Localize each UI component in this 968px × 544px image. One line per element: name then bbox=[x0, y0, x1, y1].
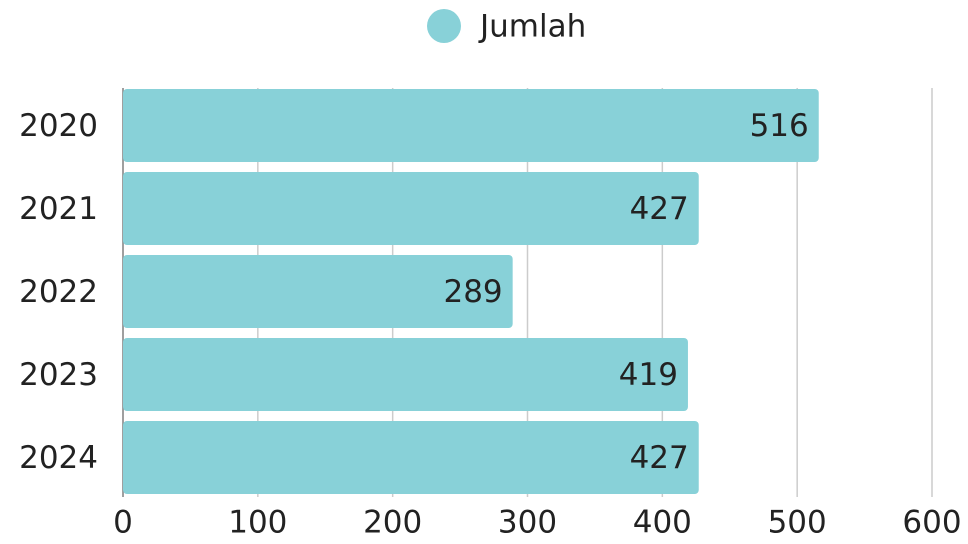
x-tick-label: 600 bbox=[902, 505, 961, 541]
bar bbox=[123, 88, 819, 163]
y-tick-label: 2020 bbox=[19, 108, 98, 144]
data-label: 427 bbox=[630, 440, 689, 476]
x-tick-label: 200 bbox=[363, 505, 422, 541]
data-label: 419 bbox=[619, 357, 678, 393]
x-tick-label: 400 bbox=[633, 505, 692, 541]
y-tick-label: 2023 bbox=[19, 357, 98, 393]
data-label: 427 bbox=[630, 191, 689, 227]
bar bbox=[123, 254, 513, 329]
bar bbox=[123, 420, 699, 495]
legend-marker bbox=[427, 9, 461, 43]
y-tick-label: 2024 bbox=[19, 440, 98, 476]
y-tick-label: 2021 bbox=[19, 191, 98, 227]
data-label: 516 bbox=[750, 108, 809, 144]
x-tick-label: 300 bbox=[498, 505, 557, 541]
data-label: 289 bbox=[443, 274, 502, 310]
x-tick-label: 500 bbox=[768, 505, 827, 541]
bar bbox=[123, 171, 699, 246]
y-tick-label: 2022 bbox=[19, 274, 98, 310]
x-tick-label: 100 bbox=[228, 505, 287, 541]
x-tick-label: 0 bbox=[113, 505, 133, 541]
bar bbox=[123, 337, 688, 412]
legend-label: Jumlah bbox=[478, 9, 586, 45]
